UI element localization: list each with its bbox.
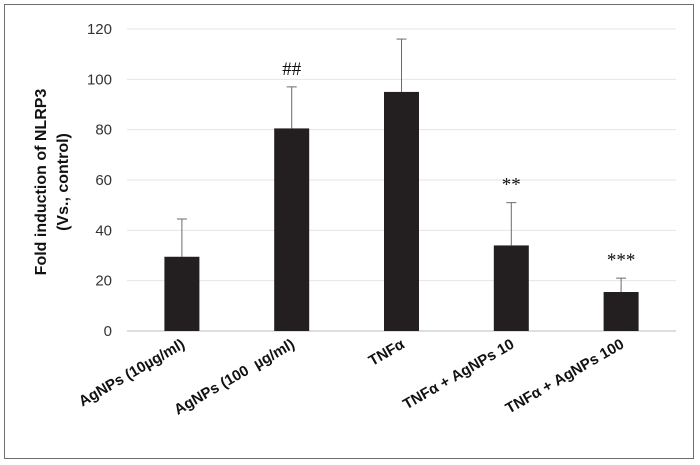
- y-tick-label-60: 60: [95, 172, 112, 189]
- bar-5: [603, 291, 639, 331]
- significance-label-5: ***: [607, 250, 636, 271]
- x-category-label-4: TNFα + AgNPs 10: [400, 336, 517, 413]
- significance-label-2: ##: [282, 59, 302, 80]
- y-tick-label-80: 80: [95, 122, 112, 139]
- bar-2: [274, 128, 310, 331]
- y-tick-label-0: 0: [104, 323, 112, 340]
- x-category-label-2: AgNPs (100 µg/ml): [171, 336, 297, 419]
- bar-1: [164, 256, 200, 331]
- y-tick-label-40: 40: [95, 222, 112, 239]
- y-tick-label-100: 100: [87, 71, 112, 88]
- y-tick-label-20: 20: [95, 273, 112, 290]
- y-tick-label-120: 120: [87, 21, 112, 38]
- significance-label-4: **: [502, 175, 521, 196]
- x-category-label-3: TNFα: [366, 335, 408, 369]
- x-category-label-1: AgNPs (10µg/ml): [76, 336, 188, 410]
- y-axis-label-line-1: Fold induction of NLRP3: [33, 89, 50, 276]
- x-category-label-5: TNFα + AgNPs 100: [503, 336, 627, 418]
- y-axis-label-line-2: (Vs., control): [55, 133, 72, 231]
- bar-4: [493, 245, 529, 331]
- bar-3: [384, 91, 419, 332]
